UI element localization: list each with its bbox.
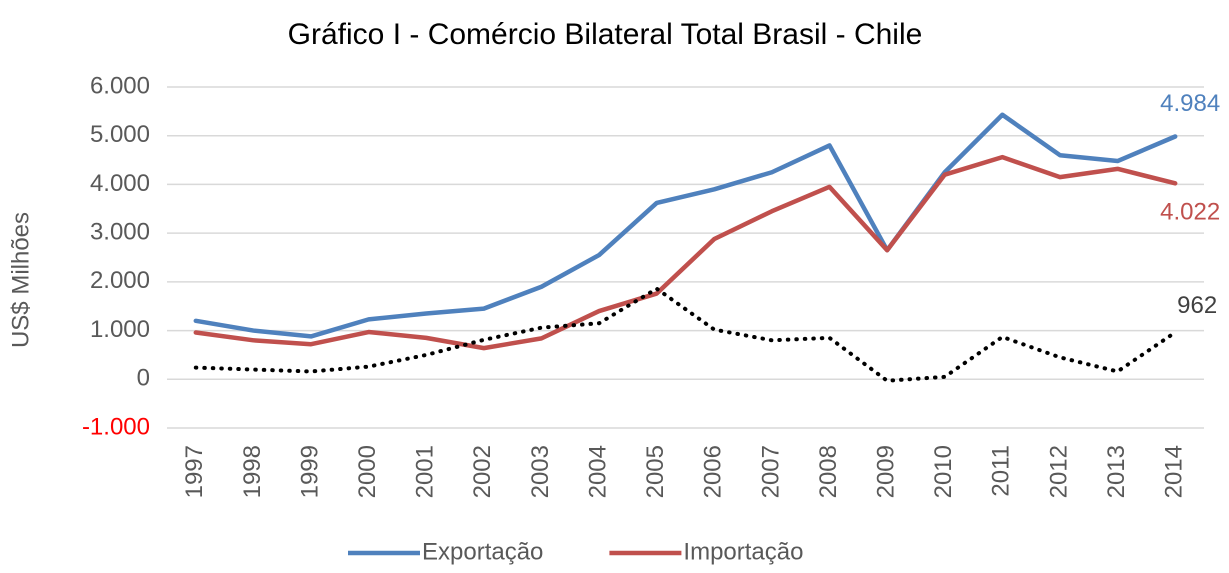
y-tick-label: 0 bbox=[137, 365, 150, 392]
x-tick-label: 2001 bbox=[412, 445, 439, 498]
x-tick-label: 2012 bbox=[1045, 445, 1072, 498]
x-tick-label: 2006 bbox=[700, 445, 727, 498]
series-line bbox=[193, 286, 1178, 383]
x-tick-label: 2004 bbox=[584, 445, 611, 498]
x-tick-label: 2009 bbox=[872, 445, 899, 498]
y-tick-label: 6.000 bbox=[90, 72, 150, 99]
y-axis-label: US$ Milhões bbox=[7, 212, 34, 348]
y-tick-label: -1.000 bbox=[82, 413, 150, 440]
x-tick-label: 1998 bbox=[239, 445, 266, 498]
data-label: 962 bbox=[1177, 292, 1217, 319]
legend-label: Importação bbox=[683, 538, 803, 565]
data-label: 4.022 bbox=[1160, 199, 1220, 226]
x-tick-label: 2003 bbox=[527, 445, 554, 498]
x-tick-label: 2010 bbox=[930, 445, 957, 498]
x-tick-label: 2013 bbox=[1103, 445, 1130, 498]
y-tick-label: 4.000 bbox=[90, 170, 150, 197]
x-tick-label: 2014 bbox=[1161, 445, 1188, 498]
y-tick-label: 5.000 bbox=[90, 121, 150, 148]
x-tick-label: 2002 bbox=[469, 445, 496, 498]
data-label: 4.984 bbox=[1160, 90, 1220, 117]
x-tick-label: 2005 bbox=[642, 445, 669, 498]
x-tick-label: 2000 bbox=[354, 445, 381, 498]
y-tick-label: 3.000 bbox=[90, 218, 150, 245]
y-tick-label: 2.000 bbox=[90, 267, 150, 294]
chart-title: Gráfico I - Comércio Bilateral Total Bra… bbox=[288, 18, 923, 51]
y-tick-label: 1.000 bbox=[90, 316, 150, 343]
x-tick-label: 2007 bbox=[757, 445, 784, 498]
series-line bbox=[193, 154, 1178, 351]
series-line bbox=[193, 112, 1178, 339]
x-tick-label: 2011 bbox=[988, 445, 1015, 497]
x-tick-label: 1997 bbox=[181, 445, 208, 498]
legend-label: Exportação bbox=[422, 538, 543, 565]
x-tick-label: 2008 bbox=[815, 445, 842, 498]
x-tick-label: 1999 bbox=[296, 445, 323, 498]
